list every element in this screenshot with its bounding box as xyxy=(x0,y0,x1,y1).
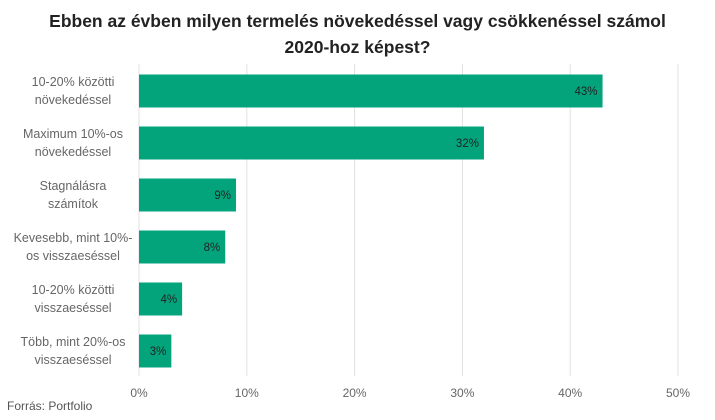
bar-value-label: 43% xyxy=(575,86,598,98)
category-label: Stagnálásra számítok xyxy=(40,179,107,211)
chart-title-line-2: 2020-hoz képest? xyxy=(284,37,431,57)
category-label: Több, mint 20%-os visszaeséssel xyxy=(21,335,126,367)
bar-value-label: 4% xyxy=(160,294,177,306)
category-label: 10-20% közötti növekedéssel xyxy=(32,75,115,107)
x-tick-label: 50% xyxy=(666,386,690,400)
x-tick-label: 30% xyxy=(450,386,474,400)
bar xyxy=(139,230,226,264)
x-axis-ticks: 0% 10% 20% 30% 40% 50% xyxy=(130,386,690,400)
bar-value-label: 3% xyxy=(150,346,167,358)
bars: 43% 32% 9% 8% 4% 3% xyxy=(139,74,603,368)
category-label: Maximum 10%-os növekedéssel xyxy=(23,127,123,159)
x-tick-label: 10% xyxy=(235,386,259,400)
bar xyxy=(139,178,237,212)
chart-title-line-1: Ebben az évben milyen termelés növekedés… xyxy=(49,11,666,31)
bar xyxy=(139,334,172,368)
bar xyxy=(139,74,603,108)
category-labels: 10-20% közötti növekedéssel Maximum 10%-os… xyxy=(14,75,133,367)
bar-value-label: 9% xyxy=(214,190,231,202)
source-note: Forrás: Portfolio xyxy=(7,399,93,413)
x-tick-label: 0% xyxy=(130,386,148,400)
category-label: Kevesebb, mint 10%-os visszaeséssel xyxy=(14,231,133,263)
bar xyxy=(139,282,183,316)
x-tick-label: 20% xyxy=(343,386,367,400)
category-label: 10-20% közötti visszaeséssel xyxy=(32,283,115,315)
gridlines xyxy=(138,64,679,376)
bar-value-label: 32% xyxy=(456,138,479,150)
bar xyxy=(139,126,484,160)
chart-title: Ebben az évben milyen termelés növekedés… xyxy=(0,8,715,60)
x-tick-label: 40% xyxy=(558,386,582,400)
bar-value-label: 8% xyxy=(204,242,221,254)
